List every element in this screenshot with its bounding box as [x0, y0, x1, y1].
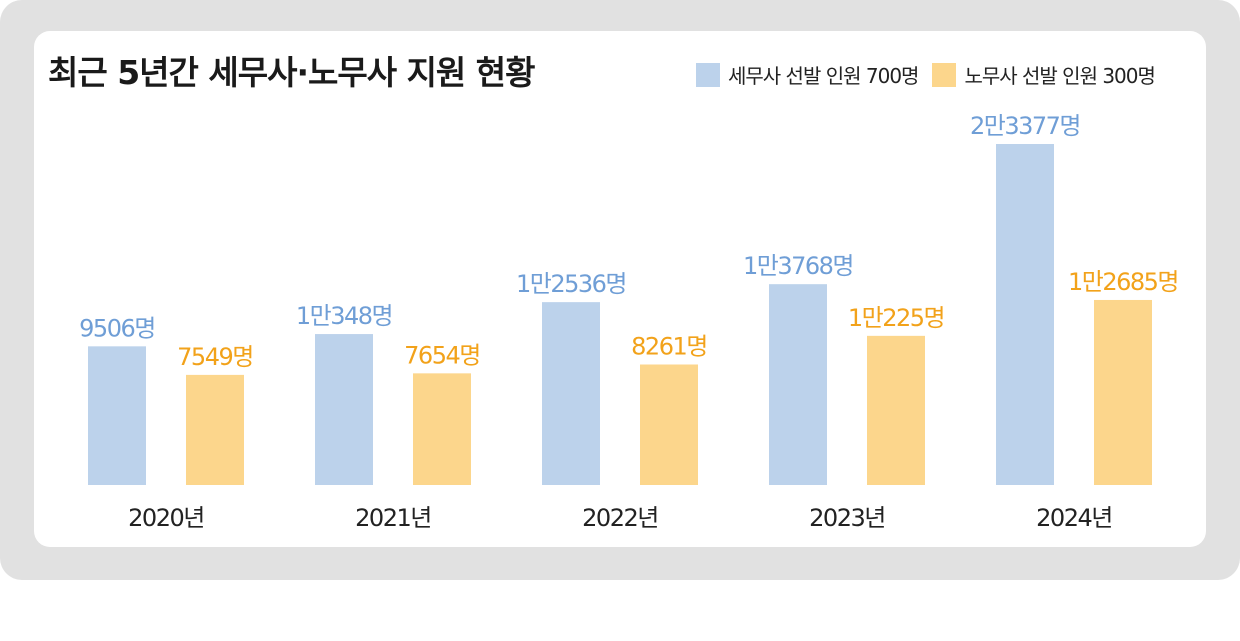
x-tick-label-4: 2023년 — [809, 504, 885, 532]
data-label-series1-5: 2만3377명 — [970, 112, 1080, 140]
bar-series1-4 — [769, 284, 827, 485]
data-label-series2-3: 8261명 — [631, 332, 707, 360]
bar-series1-3 — [542, 302, 600, 485]
bar-series2-5 — [1094, 299, 1152, 485]
data-label-series2-4: 1만225명 — [848, 304, 944, 332]
data-label-series1-3: 1만2536명 — [516, 270, 626, 298]
legend-item-series1: 세무사 선발 인원 700명 — [696, 60, 919, 89]
x-tick-label-2: 2021년 — [355, 504, 431, 532]
legend-item-series2: 노무사 선발 인원 300명 — [932, 60, 1156, 89]
x-tick-label-1: 2020년 — [128, 504, 204, 532]
bar-series2-1 — [186, 374, 244, 485]
bar-series2-3 — [640, 364, 698, 485]
data-label-series1-4: 1만3768명 — [743, 252, 853, 280]
data-label-series1-2: 1만348명 — [296, 302, 392, 330]
bar-series2-4 — [867, 335, 925, 485]
x-tick-label-5: 2024년 — [1036, 504, 1112, 532]
legend-label-series2: 노무사 선발 인원 300명 — [964, 64, 1155, 88]
data-label-series2-1: 7549명 — [177, 343, 253, 371]
chart-legend: 세무사 선발 인원 700명 노무사 선발 인원 300명 — [696, 60, 1169, 89]
bar-series1-2 — [315, 334, 373, 485]
x-tick-label-3: 2022년 — [582, 504, 658, 532]
data-label-series2-5: 1만2685명 — [1068, 268, 1178, 296]
data-label-series2-2: 7654명 — [404, 341, 480, 369]
legend-swatch-series2 — [932, 62, 957, 87]
chart-title: 최근 5년간 세무사·노무사 지원 현황 — [48, 53, 535, 92]
bar-series2-2 — [413, 373, 471, 485]
legend-swatch-series1 — [696, 62, 720, 87]
bar-chart: 9506명 7549명 2020년 1만348명 7654명 2021년 1만2536명 82… — [79, 112, 1179, 532]
bar-series1-1 — [88, 346, 146, 485]
bar-series1-5 — [996, 144, 1054, 485]
data-label-series1-1: 9506명 — [79, 314, 155, 342]
legend-label-series1: 세무사 선발 인원 700명 — [728, 64, 919, 88]
